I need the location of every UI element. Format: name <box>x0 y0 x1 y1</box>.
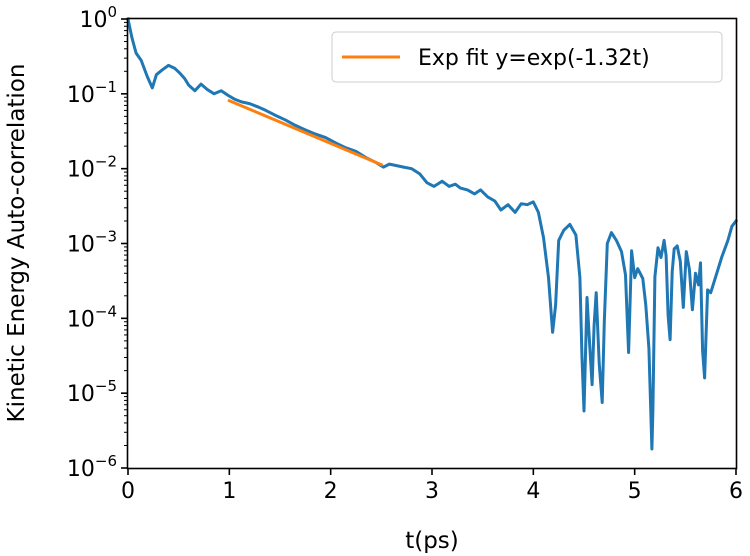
x-tick-label: 1 <box>222 479 236 504</box>
legend-box <box>331 31 723 83</box>
x-tick-label: 2 <box>324 479 338 504</box>
y-tick-label: 10−3 <box>67 228 117 258</box>
series-line-exp-fit <box>227 98 384 167</box>
series-line-autocorrelation <box>126 17 739 451</box>
y-tick-label: 10−5 <box>67 377 117 407</box>
series-layer <box>126 17 739 451</box>
x-axis-title: t(ps) <box>405 528 459 554</box>
y-tick-label: 10−1 <box>67 78 117 108</box>
x-tick-label: 5 <box>628 479 642 504</box>
x-tick-label: 3 <box>425 479 439 504</box>
y-tick-label: 100 <box>79 3 117 33</box>
plot-frame <box>126 17 738 470</box>
y-tick-label: 10−4 <box>67 302 117 332</box>
x-tick-label: 6 <box>729 479 743 504</box>
x-tick-label: 0 <box>121 479 135 504</box>
y-axis: 100 10−1 10−2 10−3 10−4 10−5 10−6 <box>67 3 128 482</box>
y-axis-title: Kinetic Energy Auto-correlation <box>4 64 30 423</box>
y-tick-label: 10−6 <box>67 452 117 482</box>
x-axis: 0 1 2 3 4 5 6 <box>121 468 743 504</box>
legend-label-exp-fit: Exp fit y=exp(-1.32t) <box>418 46 650 71</box>
y-tick-label: 10−2 <box>67 153 117 183</box>
legend: Exp fit y=exp(-1.32t) <box>331 31 723 83</box>
x-tick-label: 4 <box>526 479 540 504</box>
